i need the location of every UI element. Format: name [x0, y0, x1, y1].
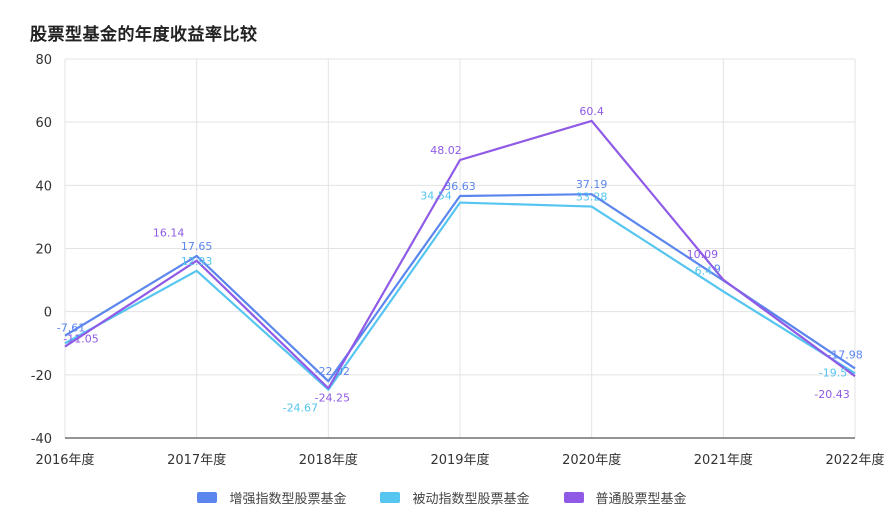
data-label: 33.28 [576, 191, 608, 204]
data-label: 34.54 [420, 190, 452, 203]
data-label: 36.63 [444, 180, 476, 193]
data-label: 17.65 [181, 240, 213, 253]
data-label: 10.09 [687, 248, 719, 261]
data-label: 9 [714, 262, 721, 275]
data-label: -11.05 [63, 333, 98, 346]
y-tick-label: -40 [31, 432, 52, 447]
legend-item-ordinary-stock[interactable]: 普通股票型基金 [563, 488, 687, 507]
x-tick-label: 2017年度 [167, 452, 226, 468]
legend-item-enhanced-index[interactable]: 增强指数型股票基金 [197, 488, 346, 507]
data-label: -19.5 [819, 366, 847, 379]
x-tick-label: 2018年度 [299, 452, 358, 468]
legend: 增强指数型股票基金 被动指数型股票基金 普通股票型基金 [0, 488, 884, 507]
series-line[interactable] [64, 201, 856, 391]
data-label: 12.93 [181, 255, 213, 268]
series-line[interactable] [64, 119, 856, 390]
y-tick-label: 0 [44, 306, 52, 321]
x-tick-label: 2019年度 [430, 452, 489, 468]
data-label: 60.4 [579, 105, 604, 118]
data-label: 48.02 [430, 144, 462, 157]
x-tick-label: 2022年度 [825, 452, 884, 468]
data-label: -24.67 [283, 402, 318, 415]
chart-title: 股票型基金的年度收益率比较 [30, 25, 258, 45]
legend-swatch-icon [380, 492, 401, 503]
data-label: 6.4 [695, 264, 713, 277]
x-tick-label: 2016年度 [35, 452, 94, 468]
data-label: -20.43 [814, 388, 849, 401]
data-label: -24.25 [315, 391, 350, 404]
legend-item-passive-index[interactable]: 被动指数型股票基金 [380, 488, 530, 507]
data-label: -22.02 [315, 365, 350, 378]
legend-swatch-icon [197, 492, 218, 503]
y-tick-label: 60 [35, 116, 52, 131]
x-tick-label: 2021年度 [694, 452, 753, 468]
data-label: -7.61 [57, 322, 85, 335]
y-tick-label: 40 [35, 179, 52, 194]
y-tick-label: -20 [31, 369, 52, 384]
legend-swatch-icon [563, 492, 584, 503]
legend-label: 普通股票型基金 [595, 492, 687, 507]
y-tick-label: 80 [35, 53, 52, 68]
y-tick-label: 20 [35, 243, 52, 258]
data-label: -17.98 [827, 348, 862, 361]
x-tick-label: 2020年度 [562, 452, 621, 468]
legend-label: 增强指数型股票基金 [229, 492, 347, 507]
legend-label: 被动指数型股票基金 [412, 492, 530, 507]
data-label: 16.14 [153, 227, 185, 240]
data-label: 37.19 [576, 178, 608, 191]
